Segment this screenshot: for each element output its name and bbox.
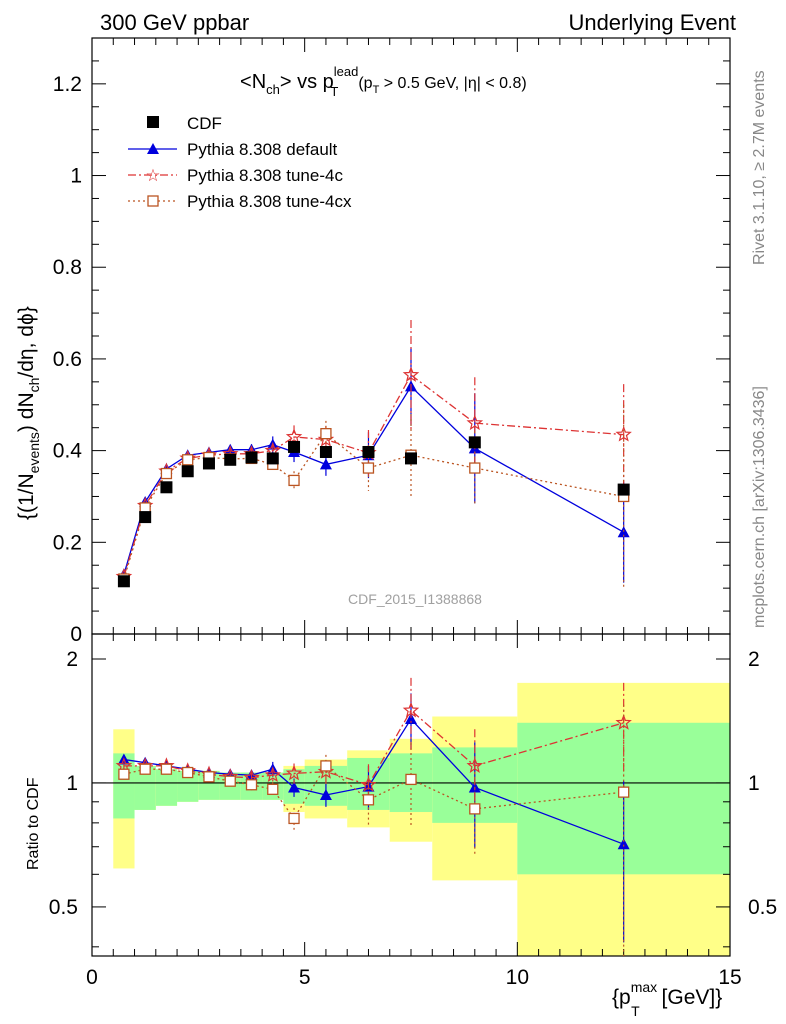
main-y-tick-label: 0 — [70, 623, 82, 646]
ratio-point-default — [405, 712, 417, 724]
ratio-point-tune4cx — [362, 794, 375, 806]
ratio-y-tick-label: 2 — [66, 648, 78, 671]
ratio-point-tune4c — [402, 701, 420, 718]
legend-marker-default — [147, 143, 159, 154]
header-right-title: Underlying Event — [568, 10, 736, 35]
ratio-point-tune4c — [466, 757, 484, 773]
legend-label-tune4cx: Pythia 8.308 tune-4cx — [187, 192, 352, 211]
x-tick-label: 15 — [718, 966, 741, 989]
ratio-plot-series — [115, 677, 632, 956]
ratio-point-tune4cx — [160, 763, 173, 775]
ratio-point-tune4cx — [118, 768, 130, 780]
point-tune4cx — [469, 462, 481, 474]
series-tune4cx — [118, 404, 630, 589]
point-cdf — [468, 436, 481, 449]
analysis-watermark: CDF_2015_I1388868 — [348, 591, 482, 607]
ratio-point-default — [617, 838, 630, 850]
ratio-point-default — [288, 781, 301, 793]
x-tick-label: 5 — [299, 966, 311, 989]
point-cdf — [202, 457, 215, 470]
ratio-point-tune4cx — [288, 812, 300, 825]
legend-label-default: Pythia 8.308 default — [187, 140, 338, 159]
point-cdf — [224, 453, 237, 466]
main-y-axis-label: {(1/Nevents) dNch/dη, dϕ} — [15, 306, 42, 520]
ratio-point-tune4cx — [203, 771, 215, 783]
main-y-tick-label: 0.8 — [53, 256, 82, 279]
main-y-tick-label: 1 — [70, 165, 82, 188]
main-y-tick-label: 1.2 — [53, 73, 82, 96]
ratio-series-tune4cx — [118, 704, 630, 956]
main-y-tick-label: 0.2 — [53, 531, 82, 554]
ratio-point-tune4cx — [224, 775, 236, 787]
point-cdf — [266, 452, 279, 465]
ratio-point-tune4cx — [469, 803, 481, 815]
legend-label-cdf: CDF — [187, 114, 222, 133]
point-cdf — [160, 481, 173, 494]
plot-title: <Nch> vs plead T (pT > 0.5 GeV, |η| < 0.8) — [240, 64, 527, 99]
ratio-line-tune4c — [123, 709, 624, 786]
point-cdf — [405, 452, 417, 465]
point-tune4cx — [160, 467, 173, 480]
ratio-point-tune4cx — [618, 786, 630, 798]
legend-marker-cdf — [147, 116, 159, 128]
ratio-y-tick-label-right: 1 — [748, 772, 760, 795]
ratio-point-tune4c — [264, 766, 282, 783]
ratio-uncertainty-bands — [113, 682, 730, 956]
point-tune4c — [466, 414, 484, 431]
point-cdf — [362, 445, 375, 458]
ratio-y-tick-label-right: 2 — [748, 648, 760, 671]
ratio-point-default — [319, 788, 332, 800]
point-tune4cx — [320, 428, 332, 440]
header-left-title: 300 GeV ppbar — [100, 10, 249, 35]
series-line-tune4c — [123, 374, 624, 577]
ratio-axis-ticks: 0 5 10 15 0.5 0.5 1 1 2 2 — [49, 634, 777, 989]
rivet-label: Rivet 3.1.10, ≥ 2.7M events — [751, 70, 768, 265]
ratio-y-tick-label-right: 0.5 — [748, 896, 777, 919]
legend-label-tune4c: Pythia 8.308 tune-4c — [187, 166, 343, 185]
legend-marker-tune4c: ☆ — [145, 166, 160, 185]
point-cdf — [319, 445, 332, 458]
point-cdf — [245, 451, 258, 464]
ratio-y-axis-label: Ratio to CDF — [25, 777, 42, 870]
ratio-band-inner — [177, 770, 199, 802]
point-cdf — [617, 483, 630, 496]
x-axis-label: {pmax T [GeV]} — [612, 979, 722, 1019]
ratio-point-tune4cx — [182, 766, 194, 779]
series-line-tune4cx — [123, 432, 624, 580]
point-cdf — [181, 465, 194, 478]
ratio-y-tick-label: 1 — [66, 772, 78, 795]
point-cdf — [117, 575, 130, 588]
ratio-point-tune4cx — [267, 783, 279, 795]
main-y-tick-label: 0.4 — [53, 440, 83, 463]
main-axis-ticks: 0 0.2 0.4 0.6 0.8 1 1.2 — [53, 37, 731, 646]
main-y-tick-label: 0.6 — [53, 348, 82, 371]
main-plot-series — [115, 319, 632, 589]
ratio-point-tune4cx — [245, 779, 258, 791]
mcplots-label: mcplots.cern.ch [arXiv:1306.3436] — [751, 386, 768, 628]
point-tune4cx — [182, 454, 194, 466]
point-cdf — [139, 511, 152, 524]
ratio-point-tune4cx — [405, 773, 417, 786]
ratio-point-tune4c — [285, 764, 303, 781]
ratio-band-inner — [134, 765, 156, 810]
point-tune4c — [285, 428, 303, 444]
point-tune4c — [402, 366, 420, 382]
legend-marker-tune4cx — [147, 195, 159, 207]
point-default — [319, 458, 332, 470]
ratio-band-inner — [155, 769, 178, 806]
ratio-point-tune4cx — [139, 763, 151, 775]
point-cdf — [288, 440, 301, 453]
point-tune4cx — [362, 462, 375, 474]
legend: CDF Pythia 8.308 default ☆ Pythia 8.308 … — [128, 114, 352, 211]
x-tick-label: 0 — [86, 966, 98, 989]
ratio-point-tune4cx — [320, 760, 332, 772]
x-tick-label: 10 — [506, 966, 529, 989]
series-line-default — [123, 385, 625, 575]
series-cdf — [117, 436, 630, 588]
ratio-y-tick-label: 0.5 — [49, 896, 78, 919]
point-tune4cx — [288, 474, 300, 487]
point-tune4c — [615, 425, 632, 442]
